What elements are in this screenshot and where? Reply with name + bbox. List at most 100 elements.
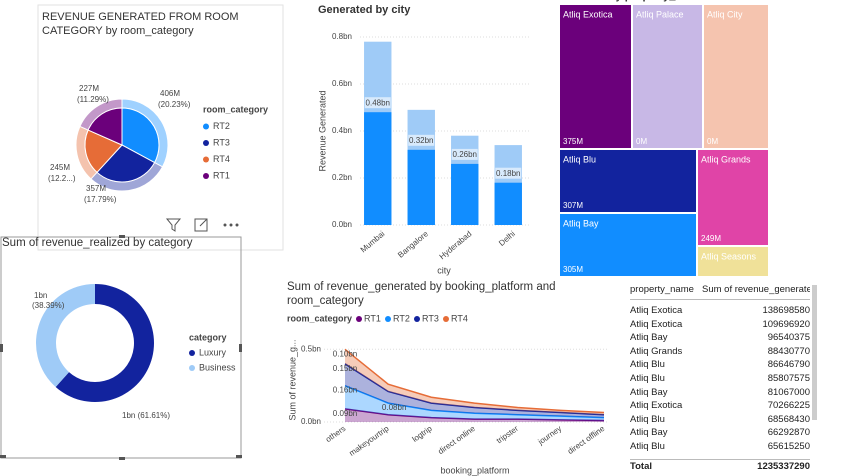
data-label: 305M [563,265,583,274]
cell: 109696920 [762,318,810,330]
data-label: 357M [86,184,106,193]
cell: 138698580 [762,305,810,316]
tile-label: Atliq City [707,9,743,19]
cell: 70266225 [767,400,810,412]
data-label: 0.16bn [333,386,357,395]
donut-slice [55,284,154,403]
chart-title: Sum of revenue_realized by category [2,237,193,249]
data-label: (17.79%) [84,195,117,204]
x-tick-label: journey [536,424,563,447]
x-axis-label: city [437,265,451,275]
data-label: 0M [636,137,647,146]
legend-label: RT2 [393,313,410,323]
area [345,408,604,422]
x-tick-label: direct offline [566,424,607,456]
data-label: (11.29%) [77,95,109,104]
label-box [408,134,435,146]
legend-label: RT3 [213,137,230,147]
treemap-tile [698,150,768,245]
x-tick-label: Delhi [497,229,517,248]
cell: 65615250 [767,440,810,452]
label-box [451,148,478,160]
y-tick-label: 0.2bn [332,173,352,182]
table-row: Atliq Exotica 109696920 [630,318,810,332]
area-line [344,408,605,422]
treemap-tile [704,5,768,148]
treemap-tile [633,5,702,148]
label-box [364,97,391,109]
area-line [344,348,605,414]
chart-title: Revenue by property_name [560,0,800,3]
cell: Atliq Blu [630,440,665,452]
table-row: Atliq Blu 65615250 [630,440,810,454]
chart-title: Sum of revenue_generated by booking_plat… [287,281,556,307]
pie-slice [96,144,156,183]
cell: Atliq Blu [630,359,665,371]
data-label: 0.26bn [453,150,477,159]
data-label: 0.18bn [496,169,520,178]
data-label: 0.08bn [382,403,406,412]
legend-marker [385,316,391,322]
data-label: 307M [563,201,583,210]
bar [494,182,522,225]
x-tick-label: direct online [436,424,477,456]
data-label: 406M [160,89,180,98]
legend-label: RT2 [213,121,230,131]
data-label: 375M [563,137,583,146]
bar [407,149,435,225]
label-box [495,167,522,179]
cell: Atliq Bay [630,386,668,398]
legend-label: RT4 [213,154,230,164]
tile-label: Atliq Blu [563,154,596,164]
cell: property_name [630,284,694,295]
tile-label: Atliq Exotica [563,9,613,19]
table-header: property_name Sum of revenue_generated [630,283,810,300]
tile-label: Atliq Grands [701,154,751,164]
legend-label: RT1 [364,313,381,323]
tile-label: Atliq Bay [563,218,599,228]
treemap-tile [698,247,768,276]
data-label: 0.10bn [333,349,357,358]
treemap-tile [560,5,631,148]
x-tick-label: Hyderabad [438,229,474,261]
legend-marker [203,156,209,163]
legend-label: Business [199,362,236,372]
legend-title: room_category [287,313,352,323]
tile-label: Atliq Palace [636,9,684,19]
cell: 96540375 [767,332,810,344]
legend-marker [356,316,362,322]
data-label: 0.15bn [333,364,357,373]
card-border [37,4,284,251]
legend-label: Luxury [199,347,227,357]
data-label: 249M [701,234,721,243]
legend-marker [203,173,209,179]
treemap-tile [560,214,696,276]
data-label: (20.23%) [158,100,191,109]
tile-label: Atliq Seasons [701,251,757,261]
scrollbar[interactable] [812,285,817,420]
pie-slice [84,129,123,174]
table-row: Atliq Grands 88430770 [630,345,810,359]
data-label: 0M [707,137,718,146]
legend-marker [189,365,195,371]
x-tick-label: tripster [495,424,520,446]
legend-marker [443,316,449,322]
cell: Atliq Blu [630,413,665,425]
x-tick-label: logtrip [411,424,434,444]
table-row: Atliq Bay 66292870 [630,426,810,440]
legend-title: category [189,332,227,342]
bar [364,112,392,225]
y-tick-label: 0.5bn [301,344,321,353]
legend-label: RT3 [422,313,439,323]
y-axis-label: Sum of revenue_g... [287,339,297,420]
cell: Atliq Blu [630,372,665,384]
legend-marker [203,123,209,130]
table: property_name Sum of revenue_generated Atl… [630,283,810,472]
bar [451,163,479,225]
y-tick-label: 0.4bn [332,126,352,135]
pie-slice [121,107,160,164]
table-row: Atliq Blu 86646790 [630,358,810,372]
y-tick-label: 0.0bn [301,417,321,426]
visual-header-icons[interactable] [165,218,239,232]
